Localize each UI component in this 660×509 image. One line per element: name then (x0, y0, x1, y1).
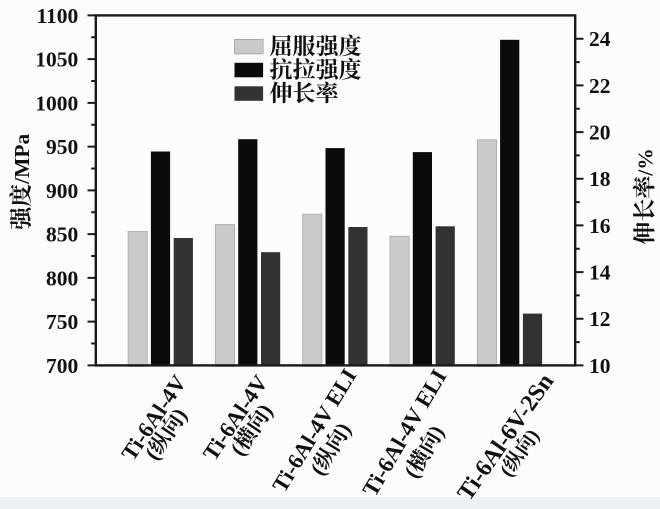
svg-text:14: 14 (589, 261, 611, 285)
svg-text:10: 10 (589, 354, 611, 378)
svg-text:20: 20 (589, 121, 611, 145)
svg-text:16: 16 (589, 214, 611, 238)
svg-text:12: 12 (589, 307, 611, 331)
svg-text:850: 850 (46, 223, 78, 247)
svg-text:18: 18 (589, 167, 611, 191)
svg-text:700: 700 (46, 354, 78, 378)
svg-text:900: 900 (46, 179, 78, 203)
svg-text:/MPa: /MPa (10, 134, 34, 185)
svg-text:1000: 1000 (35, 91, 78, 115)
svg-text:22: 22 (589, 74, 611, 98)
svg-text:950: 950 (46, 135, 78, 159)
svg-text:750: 750 (46, 310, 78, 334)
svg-text:800: 800 (46, 266, 78, 290)
svg-text:1050: 1050 (35, 48, 78, 72)
svg-text:/%: /% (634, 148, 658, 176)
svg-text:24: 24 (589, 27, 611, 51)
svg-text:1100: 1100 (36, 4, 78, 28)
